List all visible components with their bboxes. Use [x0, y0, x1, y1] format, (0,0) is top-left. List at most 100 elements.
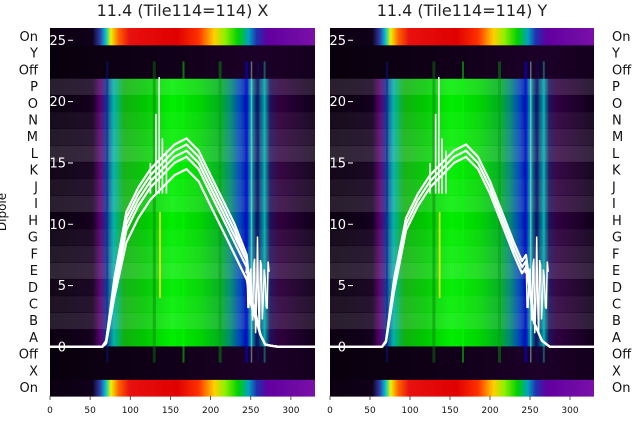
row-label: B [612, 314, 621, 329]
row-label: M [27, 130, 38, 145]
heatmap-streak-2 [432, 61, 436, 363]
row-label: X [29, 364, 38, 379]
heatmap-streak-7 [257, 61, 260, 363]
heatmap-streak-8 [263, 61, 266, 363]
heatmap-row-17 [330, 111, 594, 129]
x-tick-label: 250 [242, 406, 259, 416]
row-label: Y [29, 47, 38, 62]
x-tick-label: 0 [327, 406, 333, 416]
heatmap-row-9 [330, 245, 594, 263]
y-tick-label: 25 [329, 34, 346, 49]
noise-line [524, 236, 549, 334]
heatmap-row-18 [330, 94, 594, 113]
heatmap-streak-6 [530, 61, 532, 363]
heatmap-streak-3 [462, 61, 464, 363]
x-tick-label: 300 [561, 406, 578, 416]
row-label: A [29, 331, 38, 346]
row-label: H [28, 214, 38, 229]
x-tick-label: 150 [162, 406, 179, 416]
row-label: C [29, 298, 38, 313]
row-label: K [612, 164, 621, 179]
heatmap-row-16 [50, 128, 315, 146]
row-label: On [20, 30, 38, 45]
row-label: G [612, 231, 622, 246]
y-tick-label: 20 [49, 95, 66, 110]
row-label: Off [612, 348, 632, 363]
row-label: G [28, 231, 38, 246]
heatmap-row-1 [50, 379, 315, 397]
row-label: L [612, 147, 620, 162]
heatmap-row-21 [50, 44, 315, 63]
row-label: N [28, 114, 38, 129]
panel-title: 11.4 (Tile114=114) Y [377, 1, 548, 20]
heatmap-streak-1 [386, 61, 388, 363]
heatmap-streak-3 [182, 61, 185, 363]
x-tick-label: 150 [441, 406, 458, 416]
row-label: K [29, 164, 38, 179]
row-label: Off [19, 348, 39, 363]
heatmap-row-3 [50, 345, 315, 364]
y-tick-label: 5 [338, 279, 346, 294]
row-label: P [612, 80, 620, 95]
row-label: O [28, 97, 38, 112]
heatmap-row-10 [50, 228, 315, 247]
heatmap-row-21 [330, 44, 594, 63]
row-label: E [30, 264, 38, 279]
heatmap-row-12 [50, 195, 315, 213]
row-label: X [612, 364, 621, 379]
row-label: O [612, 97, 622, 112]
row-label: D [28, 281, 38, 296]
x-tick-label: 50 [84, 406, 96, 416]
heatmap-row-20 [330, 61, 594, 79]
panel-title: 11.4 (Tile114=114) X [97, 1, 269, 20]
heatmap-row-19 [50, 78, 315, 96]
heatmap-streak-8 [542, 61, 545, 363]
row-label: On [20, 381, 38, 396]
noise-line [245, 236, 270, 334]
y-tick-label: 10 [49, 218, 66, 233]
heatmap-row-1 [330, 379, 594, 397]
y-tick-label: 20 [329, 95, 346, 110]
heatmap-row-14 [330, 161, 594, 180]
heatmap-row-4 [330, 329, 594, 347]
row-label: B [29, 314, 38, 329]
row-label: I [34, 197, 38, 212]
y-tick-label: 5 [58, 279, 66, 294]
series-line-5 [50, 168, 315, 348]
heatmap-streak-2 [152, 61, 156, 363]
heatmap-row-22 [330, 28, 594, 46]
heatmap-row-5 [50, 312, 315, 330]
row-label: Off [612, 63, 632, 78]
row-label: E [612, 264, 620, 279]
row-label: M [612, 130, 623, 145]
heatmap-row-12 [330, 195, 594, 213]
heatmap-streak-5 [245, 61, 249, 363]
heatmap-row-10 [330, 228, 594, 247]
heatmap-row-20 [50, 61, 315, 79]
heatmap-row-2 [330, 362, 594, 380]
x-tick-label: 300 [282, 406, 299, 416]
heatmap-row-22 [50, 28, 315, 46]
x-tick-label: 200 [202, 406, 219, 416]
heatmap-row-19 [330, 78, 594, 96]
row-label: A [612, 331, 621, 346]
heatmap-row-18 [50, 94, 315, 113]
row-label: Off [19, 63, 39, 78]
heatmap-streak-7 [536, 61, 539, 363]
heatmap-streak-6 [250, 61, 253, 363]
heatmap-streak-5 [524, 61, 528, 363]
x-tick-label: 100 [401, 406, 418, 416]
heatmap-row-13 [330, 178, 594, 196]
heatmap-row-13 [50, 178, 315, 196]
row-label: F [31, 247, 38, 262]
heatmap-row-5 [330, 312, 594, 330]
row-label: Y [611, 47, 620, 62]
x-tick-label: 250 [521, 406, 538, 416]
row-label: J [611, 180, 616, 195]
heatmap-row-2 [50, 362, 315, 380]
heatmap-row-16 [330, 128, 594, 146]
heatmap-streak-1 [106, 61, 109, 363]
